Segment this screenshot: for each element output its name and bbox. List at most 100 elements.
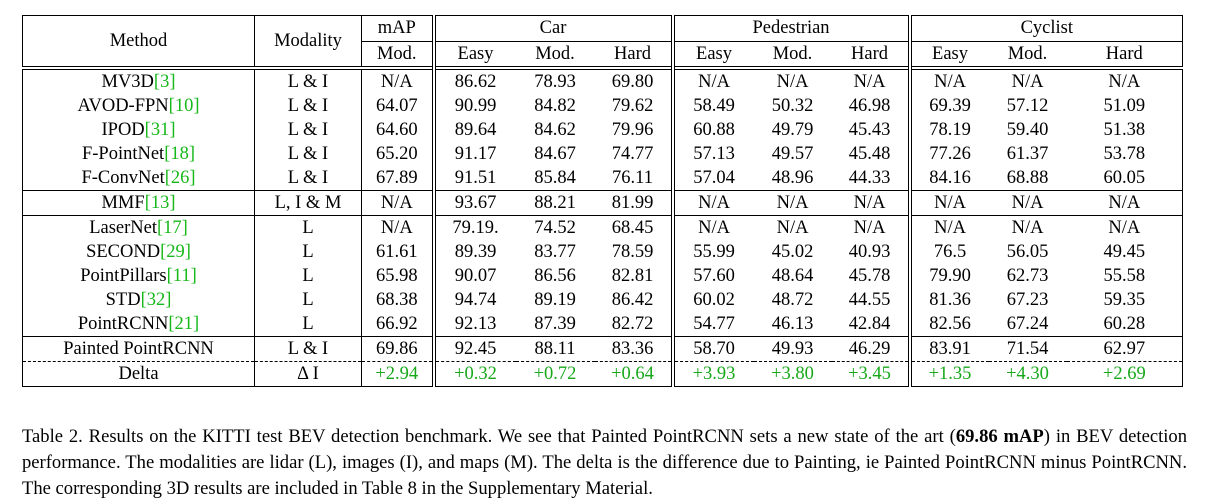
value-cell: 45.02 — [771, 241, 814, 262]
method-name: F-ConvNet — [81, 167, 165, 188]
value-cell: 92.45 — [431, 336, 516, 362]
citation-link[interactable]: [18] — [164, 143, 196, 164]
value-cell: 88.11 — [515, 336, 595, 362]
value-cell: 57.12 — [1006, 95, 1049, 116]
value-cell: N/A — [753, 215, 832, 240]
method-cell: SECOND[29] — [23, 240, 255, 264]
method-name: PointRCNN — [77, 313, 169, 334]
value-cell: 89.64 — [431, 118, 516, 142]
value-cell: 61.61 — [361, 240, 434, 264]
header-car-hard: Hard — [594, 41, 673, 68]
value-cell: 89.19 — [534, 289, 576, 310]
value-cell: N/A — [361, 190, 434, 216]
header-group-pedestrian: Pedestrian — [670, 15, 910, 42]
value-cell: +0.72 — [515, 361, 595, 387]
value-cell: N/A — [907, 215, 989, 240]
value-cell: 74.52 — [515, 215, 595, 240]
citation-link[interactable]: [11] — [166, 265, 197, 286]
value-cell: 68.88 — [1006, 167, 1049, 188]
method-name: AVOD-FPN — [77, 95, 169, 116]
value-cell: 83.36 — [594, 336, 673, 362]
method-name: LaserNet — [89, 217, 157, 238]
value-cell: 67.89 — [361, 166, 434, 191]
method-name: PointPillars — [80, 265, 167, 286]
table-row: PointRCNN[21] L 66.92 92.13 87.39 82.72 54.77 4… — [23, 312, 1183, 337]
value-cell: N/A — [1066, 66, 1183, 94]
value-cell: N/A — [831, 190, 910, 216]
method-cell: Delta — [22, 361, 255, 387]
modality-cell: L & I — [254, 94, 362, 118]
value-cell: 86.56 — [534, 265, 576, 286]
value-cell: 85.84 — [534, 167, 576, 188]
value-cell: 66.92 — [361, 312, 434, 337]
value-cell: 44.33 — [848, 167, 891, 188]
value-cell: N/A — [753, 66, 832, 94]
value-cell: 84.82 — [534, 95, 576, 116]
value-cell: 82.56 — [907, 312, 989, 337]
value-cell: 46.29 — [831, 336, 910, 362]
citation-link[interactable]: [26] — [164, 167, 196, 188]
value-cell: 79.90 — [907, 264, 989, 288]
caption-tail: ) in BEV detection performance. The moda… — [22, 426, 1187, 499]
citation-link[interactable]: [13] — [144, 192, 176, 213]
value-cell: 78.59 — [611, 241, 654, 262]
value-cell: 51.09 — [1103, 95, 1146, 116]
citation-link[interactable]: [29] — [160, 241, 191, 262]
value-cell: 67.24 — [1006, 313, 1049, 334]
citation-link[interactable]: [32] — [140, 289, 172, 310]
value-cell: 60.28 — [1103, 313, 1146, 334]
header-map-mod: Mod. — [361, 41, 434, 68]
header-map: mAP — [361, 15, 434, 42]
value-cell: 87.39 — [534, 313, 576, 334]
value-cell: 74.77 — [611, 143, 654, 164]
table-body: MV3D[3] L & I N/A 86.62 78.93 69.80 N/A N/A N/A N… — [22, 66, 1183, 387]
value-cell: 45.43 — [848, 119, 891, 140]
value-cell: 40.93 — [848, 241, 891, 262]
modality-cell: L, I & M — [254, 190, 362, 216]
value-cell: N/A — [670, 66, 754, 94]
method-cell: F-PointNet[18] — [23, 142, 255, 166]
value-cell: 69.80 — [594, 66, 673, 94]
value-cell: 42.84 — [848, 313, 891, 334]
citation-link[interactable]: [10] — [168, 95, 200, 116]
value-cell: 71.54 — [988, 336, 1067, 362]
modality-cell: L & I — [254, 336, 362, 362]
citation-link[interactable]: [3] — [153, 71, 176, 92]
method-cell: Painted PointRCNN — [22, 336, 255, 362]
value-cell: 54.77 — [670, 312, 754, 337]
method-cell: MV3D[3] — [22, 66, 255, 94]
value-cell: 60.05 — [1103, 167, 1146, 188]
value-cell: N/A — [907, 190, 989, 216]
value-cell: N/A — [1066, 190, 1183, 216]
value-cell: N/A — [831, 66, 910, 94]
value-cell: 60.02 — [670, 288, 754, 312]
modality-cell: L — [254, 312, 362, 337]
table-row: F-PointNet[18] L & I 65.20 91.17 84.67 74.77 5… — [23, 142, 1183, 166]
painted-row: Painted PointRCNN L & I 69.86 92.45 88.11 83.… — [22, 336, 1183, 362]
value-cell: 49.93 — [753, 336, 832, 362]
value-cell: 68.45 — [594, 215, 673, 240]
value-cell: N/A — [670, 190, 754, 216]
results-table-container: Method Modality mAP Car Pedestrian Cycli… — [22, 15, 1184, 387]
header-group-car: Car — [431, 15, 673, 42]
citation-link[interactable]: [21] — [168, 313, 200, 334]
table-row: STD[32] L 68.38 94.74 89.19 86.42 60.02 48.72 44… — [23, 288, 1183, 312]
table-row: PointPillars[11] L 65.98 90.07 86.56 82.81 57.… — [23, 264, 1183, 288]
value-cell: N/A — [670, 215, 754, 240]
method-cell: PointPillars[11] — [23, 264, 255, 288]
method-name: STD — [105, 289, 141, 310]
value-cell: 58.49 — [670, 94, 754, 118]
citation-link[interactable]: [31] — [144, 119, 176, 140]
method-name: MMF — [101, 192, 145, 213]
value-cell: N/A — [361, 215, 434, 240]
value-cell: 84.62 — [534, 119, 576, 140]
header-ped-hard: Hard — [831, 41, 910, 68]
value-cell: +2.69 — [1066, 361, 1183, 387]
method-name: Painted PointRCNN — [63, 338, 214, 359]
value-cell: 45.48 — [848, 143, 891, 164]
value-cell: N/A — [753, 190, 832, 216]
header-cyc-easy: Easy — [907, 41, 989, 68]
value-cell: 84.16 — [907, 166, 989, 191]
citation-link[interactable]: [17] — [156, 217, 188, 238]
modality-cell: L & I — [254, 142, 362, 166]
